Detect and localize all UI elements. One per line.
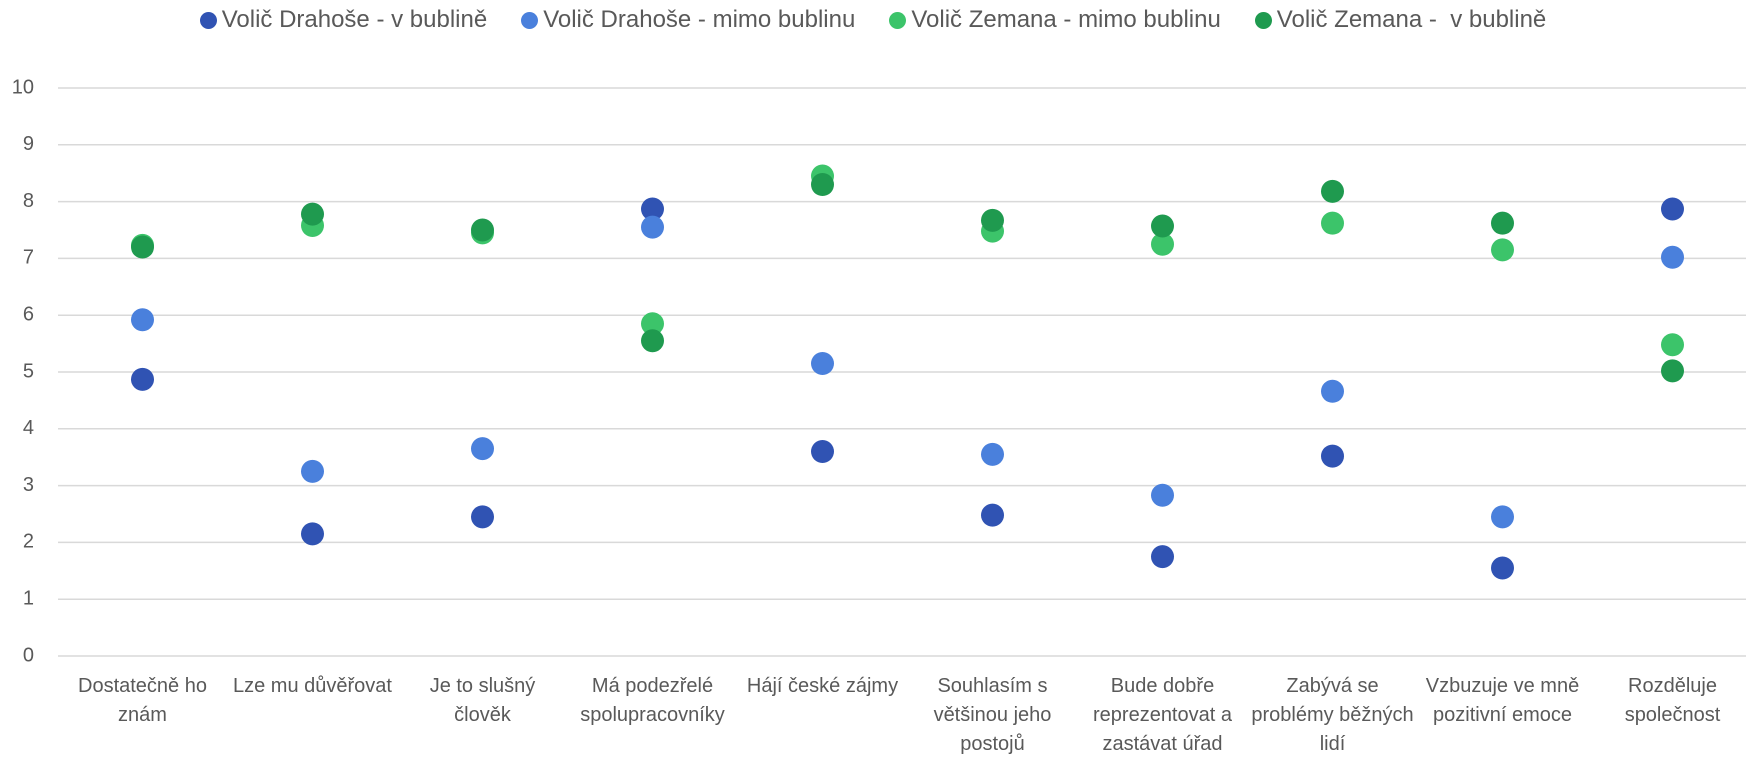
dot	[1661, 333, 1684, 356]
dot	[131, 236, 154, 259]
dot	[471, 437, 494, 460]
dot	[981, 209, 1004, 232]
y-tick-label: 6	[23, 303, 34, 325]
y-tick-label: 1	[23, 587, 34, 609]
dot	[981, 443, 1004, 466]
y-tick-label: 7	[23, 247, 34, 269]
y-tick-label: 4	[23, 417, 34, 439]
dot	[301, 203, 324, 226]
y-tick-label: 0	[23, 644, 34, 666]
dot	[1321, 212, 1344, 235]
dot	[1321, 180, 1344, 203]
dot	[471, 505, 494, 528]
y-tick-label: 3	[23, 474, 34, 496]
x-tick-label: Dostatečně ho znám	[60, 672, 226, 730]
x-tick-label: Má podezřelé spolupracovníky	[570, 672, 736, 730]
y-tick-label: 5	[23, 360, 34, 382]
dot	[811, 440, 834, 463]
dot	[811, 173, 834, 196]
x-tick-label: Zabývá se problémy běžných lidí	[1250, 672, 1416, 759]
dot	[131, 368, 154, 391]
x-tick-label: Bude dobře reprezentovat a zastávat úřad	[1080, 672, 1246, 759]
dot	[131, 308, 154, 331]
dot	[1661, 197, 1684, 220]
x-tick-label: Je to slušný člověk	[400, 672, 566, 730]
dot	[1491, 556, 1514, 579]
dot	[1661, 359, 1684, 382]
dot	[1491, 505, 1514, 528]
y-tick-label: 8	[23, 190, 34, 212]
dot	[1321, 445, 1344, 468]
dot	[301, 522, 324, 545]
dot	[471, 219, 494, 242]
dot	[1491, 238, 1514, 261]
x-tick-label: Hájí české zájmy	[740, 672, 906, 701]
x-tick-label: Rozděluje společnost	[1590, 672, 1746, 730]
dot	[301, 460, 324, 483]
x-tick-label: Lze mu důvěřovat	[230, 672, 396, 701]
y-tick-label: 10	[12, 76, 34, 98]
dot	[641, 329, 664, 352]
dot	[1151, 215, 1174, 238]
dot	[1491, 212, 1514, 235]
x-tick-label: Vzbuzuje ve mně pozitivní emoce	[1420, 672, 1586, 730]
y-tick-label: 2	[23, 531, 34, 553]
dot	[981, 504, 1004, 527]
dot	[811, 352, 834, 375]
dot	[1151, 545, 1174, 568]
dot	[641, 216, 664, 239]
x-tick-label: Souhlasím s většinou jeho postojů	[910, 672, 1076, 759]
y-tick-label: 9	[23, 133, 34, 155]
dot	[1661, 246, 1684, 269]
dot	[1321, 380, 1344, 403]
dot	[1151, 484, 1174, 507]
